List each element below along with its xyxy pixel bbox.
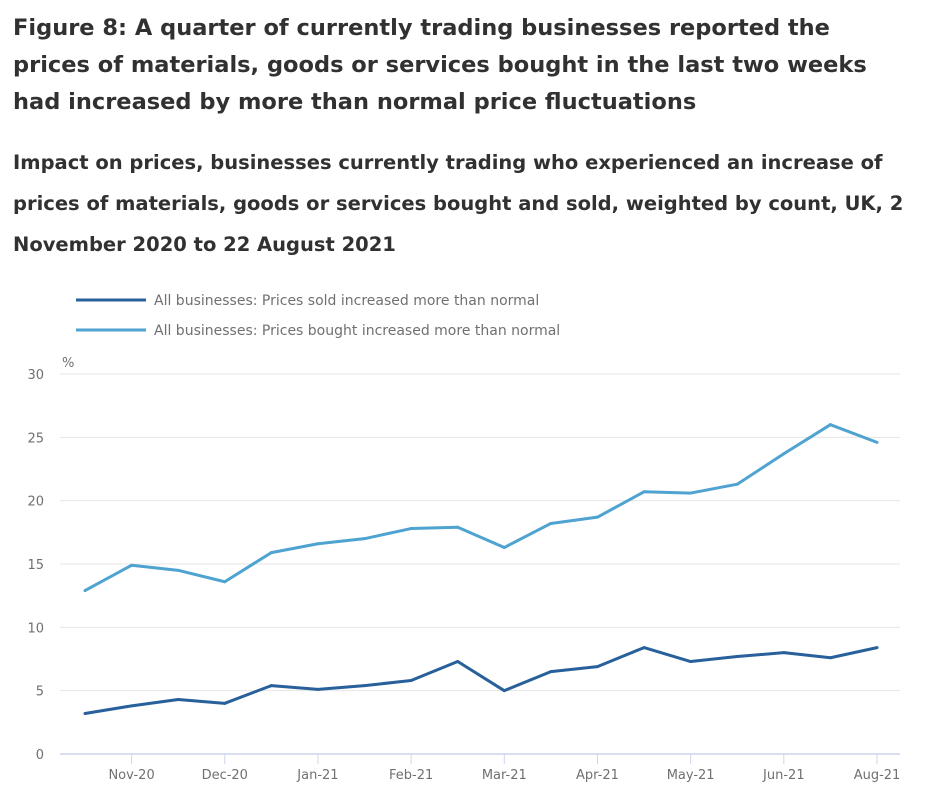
data-point [130,563,134,567]
data-point [828,423,832,427]
legend-item: All businesses: Prices bought increased … [154,323,560,339]
data-point [595,515,599,519]
series-line-bought [84,423,878,592]
data-point [456,525,460,529]
x-tick-label: Feb-21 [389,768,433,783]
data-point [363,684,367,688]
data-point [409,527,413,531]
data-point [875,440,879,444]
x-tick-label: Jun-21 [762,768,805,783]
y-tick-label: 0 [36,748,44,763]
data-point [316,687,320,691]
data-point [83,589,87,593]
y-tick-label: 25 [27,431,44,446]
data-point [456,660,460,664]
data-point [223,701,227,705]
y-tick-label: 10 [27,621,44,636]
data-point [502,546,506,550]
x-tick-label: Jan-21 [296,768,338,783]
data-point [735,654,739,658]
data-point [316,542,320,546]
legend-item: All businesses: Prices sold increased mo… [154,293,539,309]
x-tick-label: Aug-21 [854,768,901,783]
legend: All businesses: Prices sold increased mo… [76,293,560,339]
data-point [83,711,87,715]
data-point [782,452,786,456]
data-point [176,568,180,572]
y-tick-label: 5 [36,685,44,700]
data-point [735,482,739,486]
data-point [223,580,227,584]
chart-subtitle: Impact on prices, businesses currently t… [13,151,904,256]
data-point [269,551,273,555]
y-axis-label: % [62,356,74,371]
data-point [130,704,134,708]
x-tick-label: Nov-20 [108,768,154,783]
data-point [549,521,553,525]
x-tick-label: Dec-20 [202,768,248,783]
data-point [176,698,180,702]
data-point [269,684,273,688]
x-tick-label: May-21 [667,768,715,783]
data-point [549,670,553,674]
data-point [502,689,506,693]
data-point [642,646,646,650]
chart-title: Figure 8: A quarter of currently trading… [13,15,867,115]
y-tick-label: 30 [27,368,44,383]
data-point [782,651,786,655]
y-tick-label: 15 [27,558,44,573]
data-point [409,679,413,683]
x-tick-label: Mar-21 [482,768,527,783]
data-point [828,656,832,660]
data-point [595,665,599,669]
series-line-sold [84,646,878,715]
data-point [363,537,367,541]
data-point [689,491,693,495]
x-tick-label: Apr-21 [576,768,619,783]
y-tick-label: 20 [27,495,44,510]
data-point [642,490,646,494]
data-point [875,646,879,650]
data-point [689,660,693,664]
